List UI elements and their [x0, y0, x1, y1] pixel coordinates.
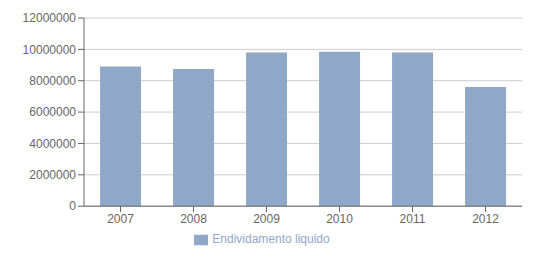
svg-text:8000000: 8000000 — [29, 74, 76, 88]
svg-text:2008: 2008 — [180, 212, 207, 226]
svg-text:12000000: 12000000 — [23, 11, 77, 25]
svg-text:4000000: 4000000 — [29, 137, 76, 151]
svg-text:2009: 2009 — [253, 212, 280, 226]
svg-text:0: 0 — [69, 199, 76, 213]
svg-text:2010: 2010 — [326, 212, 353, 226]
svg-text:2007: 2007 — [107, 212, 134, 226]
svg-text:2011: 2011 — [400, 212, 426, 226]
svg-text:2012: 2012 — [472, 212, 499, 226]
svg-text:2000000: 2000000 — [29, 168, 76, 182]
svg-text:6000000: 6000000 — [29, 105, 76, 119]
html-text:Endividamento liquido: Endividamento liquido — [212, 232, 330, 247]
svg-text:10000000: 10000000 — [23, 43, 77, 57]
